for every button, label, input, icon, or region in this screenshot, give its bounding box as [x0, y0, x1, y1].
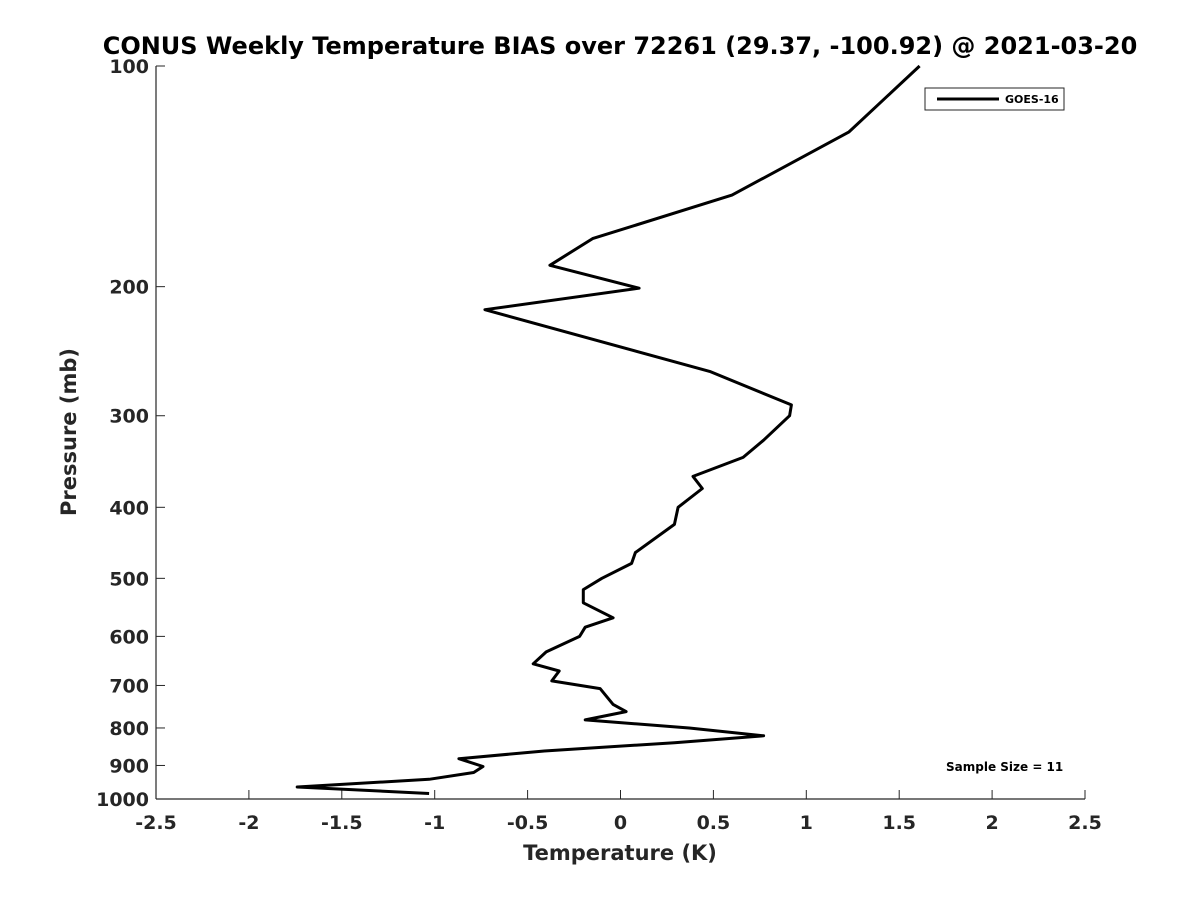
y-tick-label: 100	[109, 56, 149, 78]
y-axis-label: Pressure (mb)	[57, 348, 81, 516]
x-tick-label: 0	[614, 812, 627, 834]
y-tick-label: 800	[109, 718, 149, 740]
x-ticks: -2.5 -2 -1.5 -1 -0.5 0 0.5 1 1.5 2 2.5	[135, 790, 1102, 834]
y-tick-label: 500	[109, 568, 149, 590]
y-tick-label: 400	[109, 497, 149, 519]
series-line-goes-16	[295, 64, 921, 795]
legend-label: GOES-16	[1005, 93, 1059, 106]
x-axis-label: Temperature (K)	[523, 841, 717, 865]
y-tick-label: 600	[109, 626, 149, 648]
plot-area: -2.5 -2 -1.5 -1 -0.5 0 0.5 1 1.5 2 2.5 100 200 300 40…	[96, 56, 1102, 834]
x-tick-label: 2	[985, 812, 998, 834]
y-tick-label: 700	[109, 675, 149, 697]
x-tick-label: -2	[238, 812, 259, 834]
y-tick-label: 200	[109, 277, 149, 299]
legend: GOES-16	[924, 87, 1065, 111]
x-tick-label: 1.5	[882, 812, 916, 834]
sample-size-annotation: Sample Size = 11	[946, 760, 1063, 774]
x-tick-label: -1.5	[321, 812, 363, 834]
y-tick-label: 1000	[96, 789, 149, 811]
x-tick-label: -2.5	[135, 812, 177, 834]
x-tick-label: 1	[800, 812, 813, 834]
y-tick-label: 300	[109, 406, 149, 428]
x-tick-label: -1	[424, 812, 445, 834]
y-ticks: 100 200 300 400 500 600 700 800 900 1000	[96, 56, 165, 811]
x-tick-label: 0.5	[697, 812, 731, 834]
x-tick-label: -0.5	[507, 812, 549, 834]
y-tick-label: 900	[109, 755, 149, 777]
chart-title: CONUS Weekly Temperature BIAS over 72261…	[103, 32, 1138, 60]
x-tick-label: 2.5	[1068, 812, 1102, 834]
